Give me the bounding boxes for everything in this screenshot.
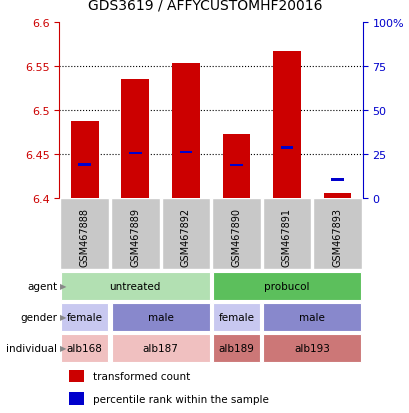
Text: GSM467893: GSM467893 xyxy=(332,207,342,266)
Bar xyxy=(111,303,209,331)
Text: alb193: alb193 xyxy=(294,343,329,353)
Text: GDS3619 / AFFYCUSTOMHF20016: GDS3619 / AFFYCUSTOMHF20016 xyxy=(88,0,321,12)
Bar xyxy=(263,303,360,331)
Bar xyxy=(262,199,310,270)
Bar xyxy=(171,64,199,198)
Bar xyxy=(68,392,83,405)
Bar xyxy=(68,370,83,382)
Text: GSM467891: GSM467891 xyxy=(281,207,291,266)
Bar xyxy=(212,334,260,362)
Text: gender: gender xyxy=(20,312,57,322)
Text: GSM467890: GSM467890 xyxy=(231,207,241,266)
Bar xyxy=(280,147,292,150)
Bar xyxy=(272,52,300,198)
Bar xyxy=(229,164,242,167)
Bar xyxy=(61,272,209,300)
Text: GSM467892: GSM467892 xyxy=(180,207,191,266)
Text: GSM467888: GSM467888 xyxy=(79,207,90,266)
Text: alb168: alb168 xyxy=(67,343,102,353)
Text: alb189: alb189 xyxy=(218,343,254,353)
Bar xyxy=(60,199,109,270)
Bar xyxy=(179,151,192,154)
Bar xyxy=(263,334,360,362)
Text: ▶: ▶ xyxy=(60,313,67,321)
Text: percentile rank within the sample: percentile rank within the sample xyxy=(92,394,268,404)
Bar xyxy=(161,199,210,270)
Text: untreated: untreated xyxy=(109,281,161,291)
Bar xyxy=(61,334,108,362)
Text: agent: agent xyxy=(27,281,57,291)
Bar xyxy=(323,194,351,198)
Bar xyxy=(212,303,260,331)
Text: individual: individual xyxy=(7,343,57,353)
Bar xyxy=(121,80,149,198)
Bar xyxy=(61,303,108,331)
Bar xyxy=(71,122,99,198)
Bar xyxy=(312,199,361,270)
Text: female: female xyxy=(67,312,103,322)
Text: transformed count: transformed count xyxy=(92,371,190,381)
Text: male: male xyxy=(147,312,173,322)
Bar xyxy=(111,334,209,362)
Text: male: male xyxy=(299,312,324,322)
Text: GSM467889: GSM467889 xyxy=(130,207,140,266)
Bar xyxy=(211,199,260,270)
Bar xyxy=(222,135,250,198)
Text: female: female xyxy=(218,312,254,322)
Bar xyxy=(78,164,91,166)
Bar xyxy=(111,199,159,270)
Text: probucol: probucol xyxy=(264,281,309,291)
Text: alb187: alb187 xyxy=(142,343,178,353)
Text: ▶: ▶ xyxy=(60,282,67,290)
Text: ▶: ▶ xyxy=(60,344,67,352)
Bar xyxy=(129,152,141,155)
Bar xyxy=(212,272,360,300)
Bar xyxy=(330,178,343,181)
